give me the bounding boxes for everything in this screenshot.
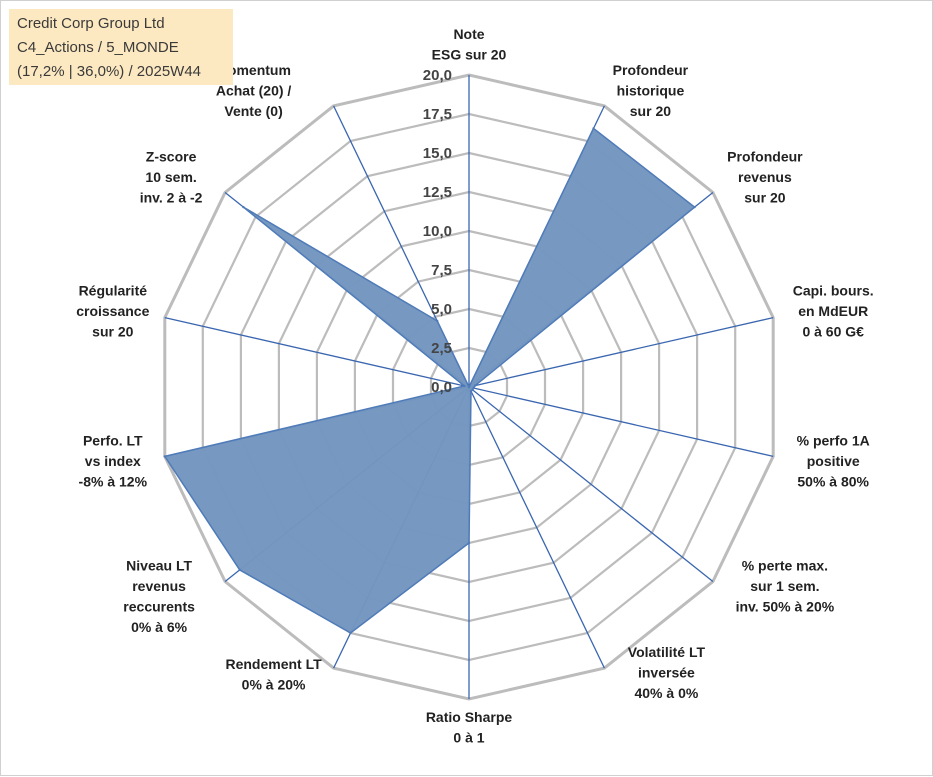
data-point-11	[463, 384, 466, 388]
tick-label-0: 0,0	[431, 379, 452, 396]
axis-label-4-line-1: positive	[807, 453, 860, 469]
axis-label-3-line-1: en MdEUR	[798, 303, 868, 319]
data-point-2	[693, 205, 696, 209]
axis-labels: Note ESG sur 20 Profondeur historique sur 20…	[76, 26, 873, 746]
axis-label-10-line-1: vs index	[85, 453, 141, 469]
axis-spoke-3	[468, 316, 774, 388]
axis-label-7: Ratio Sharpe 0 à 1	[426, 709, 513, 746]
axis-label-3-line-2: 0 à 60 G€	[802, 324, 864, 340]
axis-label-6-line-0: Volatilité LT	[628, 644, 706, 660]
axis-label-8-line-1: 0% à 20%	[242, 677, 306, 693]
axis-label-13-line-1: Achat (20) /	[216, 82, 292, 98]
axis-label-9-line-0: Niveau LT	[126, 558, 192, 574]
axis-label-2-line-2: sur 20	[744, 190, 785, 206]
tick-label-1: 2,5	[431, 340, 452, 357]
data-point-4	[472, 386, 475, 390]
data-point-10	[163, 455, 166, 458]
tick-label-2: 5,0	[431, 301, 452, 318]
axis-spoke-11	[164, 316, 470, 388]
title-box: Credit Corp Group Ltd C4_Actions / 5_MON…	[9, 9, 233, 85]
company-name: Credit Corp Group Ltd	[17, 15, 165, 32]
axis-label-6-line-1: inversée	[638, 665, 695, 681]
series-area-0	[163, 127, 696, 634]
axis-label-10: Perfo. LT vs index -8% à 12%	[79, 432, 148, 489]
data-point-13	[436, 319, 439, 323]
axis-label-8: Rendement LT 0% à 20%	[225, 656, 322, 693]
axis-label-7-line-0: Ratio Sharpe	[426, 709, 513, 725]
axis-label-13: Momentum Achat (20) / Vente (0)	[216, 62, 292, 119]
axis-label-12: Z-score 10 sem. inv. 2 à -2	[140, 149, 203, 206]
axis-label-7-line-1: 0 à 1	[453, 730, 484, 746]
data-point-12	[242, 205, 245, 209]
axis-label-11-line-2: sur 20	[92, 324, 133, 340]
axis-label-12-line-2: inv. 2 à -2	[140, 190, 203, 206]
axis-label-4: % perfo 1A positive 50% à 80%	[797, 432, 870, 489]
axis-label-1-line-1: historique	[617, 82, 685, 98]
axis-label-12-line-0: Z-score	[146, 149, 197, 165]
axis-spoke-6	[468, 386, 605, 669]
axis-label-9-line-3: 0% à 6%	[131, 619, 188, 635]
axis-spoke-5	[468, 386, 714, 583]
axis-label-8-line-0: Rendement LT	[225, 656, 322, 672]
series-layer	[163, 127, 696, 635]
axis-label-4-line-2: 50% à 80%	[797, 473, 869, 489]
data-point-1	[592, 127, 595, 130]
axis-label-3: Capi. bours. en MdEUR 0 à 60 G€	[793, 283, 874, 340]
axis-label-11-line-0: Régularité	[79, 283, 148, 299]
axis-label-6-line-2: 40% à 0%	[634, 685, 698, 701]
axis-label-9-line-1: revenus	[132, 578, 186, 594]
tick-label-7: 17,5	[423, 106, 452, 123]
data-point-8	[349, 631, 352, 635]
portfolio-category: C4_Actions / 5_MONDE	[17, 39, 179, 56]
data-point-3	[473, 384, 477, 387]
axis-label-0-line-0: Note	[453, 26, 484, 42]
tick-label-6: 15,0	[423, 145, 452, 162]
axis-label-10-line-2: -8% à 12%	[79, 473, 148, 489]
axis-label-13-line-0: Momentum	[216, 62, 291, 78]
axis-label-12-line-1: 10 sem.	[145, 169, 196, 185]
data-point-5	[471, 388, 474, 392]
axis-label-9: Niveau LT revenus reccurents 0% à 6%	[123, 558, 195, 636]
axis-label-5-line-2: inv. 50% à 20%	[736, 599, 835, 615]
axis-label-5-line-1: sur 1 sem.	[750, 578, 819, 594]
data-point-9	[238, 568, 241, 572]
axis-label-2-line-1: revenus	[738, 169, 792, 185]
axis-spoke-4	[468, 386, 774, 458]
tick-label-3: 7,5	[431, 262, 452, 279]
axis-label-2: Profondeur revenus sur 20	[727, 149, 803, 206]
axis-label-11-line-1: croissance	[76, 303, 149, 319]
axis-label-9-line-2: reccurents	[123, 599, 195, 615]
axis-label-0-line-1: ESG sur 20	[432, 47, 507, 63]
performance-week: (17,2% | 36,0%) / 2025W44	[17, 63, 201, 80]
axis-label-13-line-2: Vente (0)	[224, 103, 282, 119]
axis-label-1: Profondeur historique sur 20	[613, 62, 689, 119]
tick-label-4: 10,0	[423, 223, 452, 240]
axis-label-5: % perte max. sur 1 sem. inv. 50% à 20%	[736, 558, 835, 615]
axis-label-4-line-0: % perfo 1A	[797, 432, 870, 448]
data-point-0	[467, 385, 471, 389]
data-point-7	[467, 541, 471, 545]
tick-label-8: 20,0	[423, 67, 452, 84]
axis-label-2-line-0: Profondeur	[727, 149, 803, 165]
axis-label-1-line-2: sur 20	[630, 103, 671, 119]
axis-label-3-line-0: Capi. bours.	[793, 283, 874, 299]
tick-label-5: 12,5	[423, 184, 452, 201]
tick-labels: 0,0 2,5 5,0 7,5 10,0 12,5 15,0 17,5 20,0	[423, 67, 452, 396]
axis-label-10-line-0: Perfo. LT	[83, 432, 143, 448]
axis-label-6: Volatilité LT inversée 40% à 0%	[628, 644, 706, 701]
data-point-6	[469, 390, 473, 393]
axis-label-11: Régularité croissance sur 20	[76, 283, 149, 340]
axis-label-1-line-0: Profondeur	[613, 62, 689, 78]
axis-label-0: Note ESG sur 20	[432, 26, 507, 63]
axis-label-5-line-0: % perte max.	[742, 558, 828, 574]
